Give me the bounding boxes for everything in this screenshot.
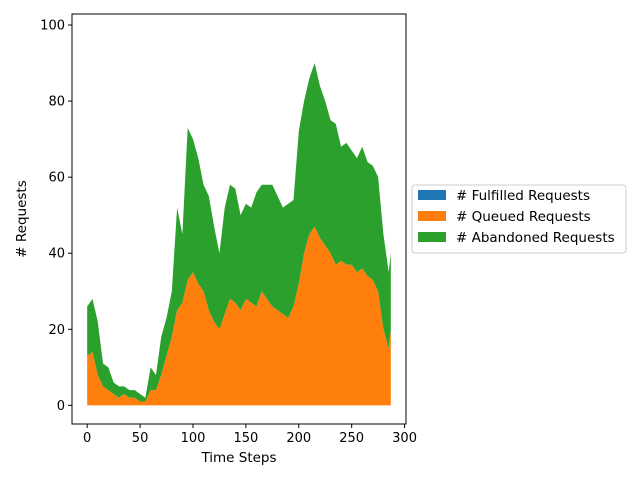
- y-axis-label: # Requests: [14, 180, 30, 257]
- legend-swatch-queued: [418, 211, 446, 221]
- x-axis-label: Time Steps: [200, 450, 276, 466]
- y-tick-label-2: 40: [48, 247, 65, 262]
- area-series-1: [87, 226, 391, 406]
- x-tick-label-3: 150: [233, 431, 258, 446]
- y-tick-label-3: 60: [48, 171, 65, 186]
- legend-label-queued: # Queued Requests: [456, 209, 591, 225]
- y-tick-label-0: 0: [57, 399, 65, 414]
- y-tick-label-1: 20: [48, 323, 65, 338]
- legend-swatch-abandoned: [418, 232, 446, 242]
- legend-label-fulfilled: # Fulfilled Requests: [456, 188, 590, 204]
- x-tick-label-1: 50: [132, 431, 149, 446]
- area-series-2: [87, 63, 391, 402]
- axes-frame: [71, 13, 407, 425]
- x-tick-label-2: 100: [181, 431, 206, 446]
- y-tick-label-4: 80: [48, 95, 65, 110]
- legend-frame: [411, 184, 627, 254]
- legend-swatch-fulfilled: [418, 190, 446, 200]
- plot-area: [87, 63, 391, 406]
- legend-label-abandoned: # Abandoned Requests: [456, 230, 615, 246]
- y-axis: 0 20 40 60 80 100: [40, 19, 72, 414]
- x-tick-label-5: 250: [339, 431, 364, 446]
- x-tick-label-6: 300: [392, 431, 417, 446]
- x-axis: 0 50 100 150 200 250 300: [83, 424, 417, 446]
- x-tick-label-4: 200: [286, 431, 311, 446]
- x-tick-label-0: 0: [83, 431, 91, 446]
- legend: # Fulfilled Requests # Queued Requests #…: [411, 184, 627, 254]
- y-tick-label-5: 100: [40, 19, 65, 34]
